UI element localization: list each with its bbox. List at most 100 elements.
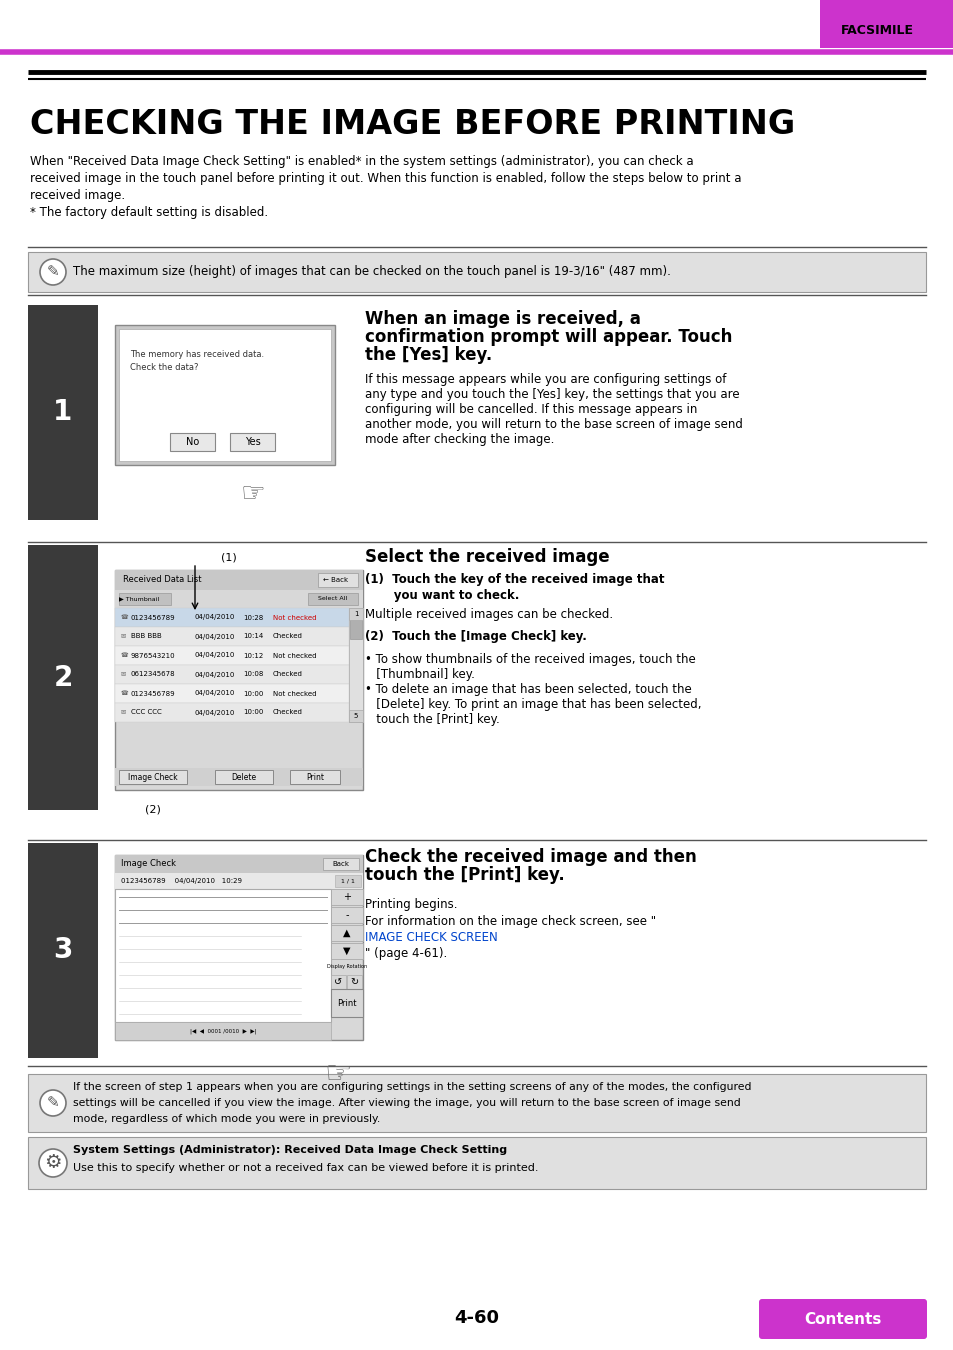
Text: 04/04/2010: 04/04/2010 — [194, 710, 235, 716]
Text: any type and you touch the [Yes] key, the settings that you are: any type and you touch the [Yes] key, th… — [365, 387, 739, 401]
Text: Contents: Contents — [803, 1311, 881, 1327]
Bar — [28, 842, 98, 1058]
Text: 0123456789: 0123456789 — [131, 690, 175, 697]
Text: ↻: ↻ — [350, 977, 358, 987]
Text: (1)  Touch the key of the received image that: (1) Touch the key of the received image … — [365, 572, 664, 586]
Text: -: - — [345, 910, 349, 919]
Bar — [115, 325, 335, 464]
Text: Use this to specify whether or not a received fax can be viewed before it is pri: Use this to specify whether or not a rec… — [73, 1162, 537, 1173]
Text: 0123456789    04/04/2010   10:29: 0123456789 04/04/2010 10:29 — [121, 878, 242, 884]
Bar — [115, 590, 363, 608]
Text: 5: 5 — [354, 713, 357, 720]
Text: 1: 1 — [354, 612, 358, 617]
Text: Not checked: Not checked — [273, 690, 316, 697]
Bar — [317, 572, 357, 587]
Text: +: + — [343, 892, 351, 902]
Bar — [115, 1022, 331, 1040]
Text: Display Rotation: Display Rotation — [327, 964, 367, 969]
Text: Check the received image and then: Check the received image and then — [365, 848, 696, 865]
Text: Yes: Yes — [244, 437, 260, 447]
Text: mode, regardless of which mode you were in previously.: mode, regardless of which mode you were … — [73, 1114, 380, 1125]
Circle shape — [40, 259, 66, 285]
Text: Printing begins.: Printing begins. — [365, 898, 457, 911]
Bar — [119, 329, 331, 460]
Text: 1: 1 — [53, 398, 72, 427]
Text: 4-60: 4-60 — [454, 1310, 499, 1327]
Bar — [28, 545, 98, 810]
Text: Check the data?: Check the data? — [130, 363, 198, 373]
Text: ☞: ☞ — [240, 481, 265, 508]
Text: ⚙: ⚙ — [44, 1153, 62, 1173]
Text: Back: Back — [333, 861, 349, 867]
Text: The maximum size (height) of images that can be checked on the touch panel is 19: The maximum size (height) of images that… — [73, 266, 670, 278]
Text: ☎: ☎ — [121, 616, 129, 620]
Text: ✎: ✎ — [47, 1095, 59, 1111]
Text: 10:28: 10:28 — [243, 614, 263, 621]
Text: FACSIMILE: FACSIMILE — [840, 23, 913, 36]
FancyBboxPatch shape — [759, 1299, 926, 1339]
Bar — [115, 647, 349, 666]
Text: CHECKING THE IMAGE BEFORE PRINTING: CHECKING THE IMAGE BEFORE PRINTING — [30, 108, 795, 142]
Text: Multiple received images can be checked.: Multiple received images can be checked. — [365, 608, 613, 621]
Text: Select the received image: Select the received image — [365, 548, 609, 566]
Bar — [115, 570, 363, 590]
Text: No: No — [186, 437, 199, 447]
Text: the [Yes] key.: the [Yes] key. — [365, 346, 492, 365]
Text: • To delete an image that has been selected, touch the: • To delete an image that has been selec… — [365, 683, 691, 697]
Text: |◀  ◀  0001 /0010  ▶  ▶|: |◀ ◀ 0001 /0010 ▶ ▶| — [190, 1029, 256, 1034]
Text: mode after checking the image.: mode after checking the image. — [365, 433, 554, 446]
Text: Print: Print — [306, 772, 324, 782]
Text: ☎: ☎ — [121, 691, 129, 697]
Text: 3: 3 — [53, 937, 72, 964]
Text: (2)  Touch the [Image Check] key.: (2) Touch the [Image Check] key. — [365, 630, 586, 643]
Text: If this message appears while you are configuring settings of: If this message appears while you are co… — [365, 373, 725, 386]
Text: Checked: Checked — [273, 710, 302, 716]
Bar — [331, 907, 363, 923]
Text: Checked: Checked — [273, 671, 302, 678]
Text: When "Received Data Image Check Setting" is enabled* in the system settings (adm: When "Received Data Image Check Setting"… — [30, 155, 693, 167]
Text: ▲: ▲ — [343, 927, 351, 938]
Text: Checked: Checked — [273, 633, 302, 640]
Bar — [115, 570, 363, 790]
Text: Image Check: Image Check — [128, 772, 177, 782]
Bar — [349, 608, 363, 620]
Text: 04/04/2010: 04/04/2010 — [194, 652, 235, 659]
Bar — [335, 875, 360, 887]
Bar — [28, 305, 98, 520]
Bar — [230, 433, 274, 451]
Circle shape — [39, 1149, 67, 1177]
Text: touch the [Print] key.: touch the [Print] key. — [365, 713, 499, 726]
Text: received image in the touch panel before printing it out. When this function is : received image in the touch panel before… — [30, 171, 740, 185]
Text: • To show thumbnails of the received images, touch the: • To show thumbnails of the received ima… — [365, 653, 695, 666]
Text: ↺: ↺ — [335, 977, 342, 987]
Text: 10:00: 10:00 — [243, 710, 263, 716]
Text: [Thumbnail] key.: [Thumbnail] key. — [365, 668, 475, 680]
Bar — [323, 859, 358, 869]
Text: confirmation prompt will appear. Touch: confirmation prompt will appear. Touch — [365, 328, 732, 346]
Bar — [331, 890, 363, 905]
Text: Print: Print — [337, 999, 356, 1007]
Text: Not checked: Not checked — [273, 652, 316, 659]
Text: [Delete] key. To print an image that has been selected,: [Delete] key. To print an image that has… — [365, 698, 700, 711]
Text: settings will be cancelled if you view the image. After viewing the image, you w: settings will be cancelled if you view t… — [73, 1098, 740, 1108]
Text: " (page 4-61).: " (page 4-61). — [365, 946, 447, 960]
Text: IMAGE CHECK SCREEN: IMAGE CHECK SCREEN — [365, 931, 497, 944]
Bar — [350, 609, 361, 639]
Bar — [115, 890, 331, 1022]
Text: CCC CCC: CCC CCC — [131, 710, 162, 716]
Text: ☎: ☎ — [121, 653, 129, 657]
Text: ✉: ✉ — [121, 672, 126, 676]
Text: 2: 2 — [53, 663, 72, 691]
Bar — [28, 252, 925, 292]
Bar — [308, 593, 357, 605]
Bar — [115, 768, 363, 786]
Text: (1): (1) — [221, 554, 236, 563]
Bar — [290, 769, 339, 784]
Bar — [331, 944, 363, 958]
Text: 1 / 1: 1 / 1 — [341, 879, 355, 883]
Bar — [115, 684, 349, 703]
Text: The memory has received data.: The memory has received data. — [130, 350, 264, 359]
Bar — [28, 1075, 925, 1133]
Text: For information on the image check screen, see ": For information on the image check scree… — [365, 915, 656, 927]
Text: 04/04/2010: 04/04/2010 — [194, 633, 235, 640]
